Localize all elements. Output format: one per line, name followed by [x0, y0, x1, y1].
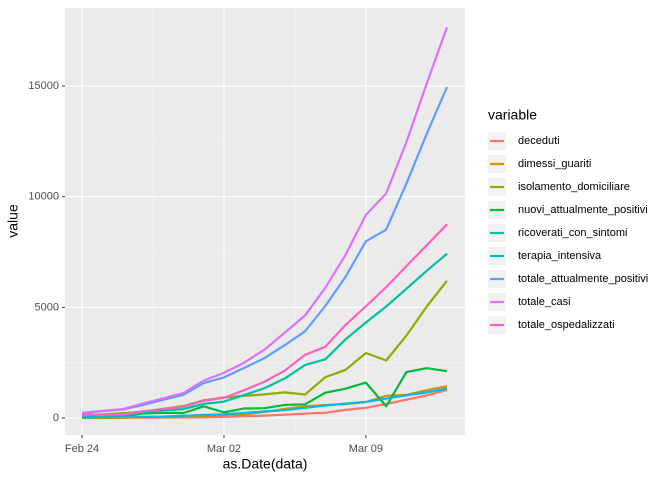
- y-tick-label: 10000: [28, 191, 59, 203]
- y-tick-label: 15000: [28, 80, 59, 92]
- x-axis-title: as.Date(data): [223, 456, 308, 472]
- legend-label: dimessi_guariti: [518, 158, 591, 170]
- legend-label: totale_ospedalizzati: [518, 319, 615, 331]
- panel: [65, 8, 465, 435]
- legend-label: deceduti: [518, 135, 560, 147]
- series-line: [81, 252, 448, 417]
- x-tick-label: Mar 09: [349, 443, 383, 455]
- y-tick-label: 5000: [35, 301, 59, 313]
- series-line: [81, 26, 449, 414]
- legend-label: ricoverati_con_sintomi: [518, 227, 627, 239]
- legend-label: totale_casi: [518, 296, 571, 308]
- legend-title: variable: [488, 107, 537, 123]
- series-line: [81, 223, 448, 417]
- legend-label: nuovi_attualmente_positivi: [518, 204, 648, 216]
- legend-label: totale_attualmente_positivi: [518, 273, 648, 285]
- series-line: [81, 387, 448, 419]
- series-line: [81, 86, 449, 415]
- x-tick-label: Mar 02: [207, 443, 241, 455]
- x-tick-label: Feb 24: [65, 443, 99, 455]
- y-axis-title: value: [5, 204, 21, 238]
- legend-label: isolamento_domiciliare: [518, 181, 630, 193]
- legend-label: terapia_intensiva: [518, 250, 602, 262]
- y-tick-label: 0: [53, 412, 59, 424]
